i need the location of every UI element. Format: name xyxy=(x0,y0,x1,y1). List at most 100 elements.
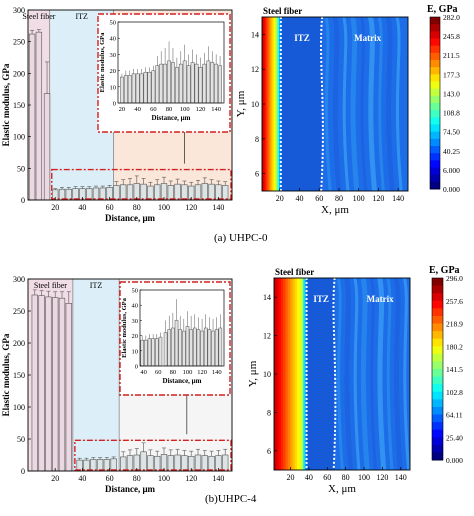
inset-x-tick-label: 100 xyxy=(183,369,193,376)
x-tick-label: 100 xyxy=(158,474,170,483)
transition-band xyxy=(275,17,278,191)
x-axis-label: Distance, μm xyxy=(105,484,156,494)
colorbar-tick-label: 0.000 xyxy=(446,456,463,465)
colorbar-tick-label: 211.5 xyxy=(443,51,460,60)
colorbar-segment xyxy=(430,174,440,183)
map-x-axis-label: X, μm xyxy=(321,204,349,216)
itz-label: ITZ xyxy=(313,294,329,304)
data-bar xyxy=(222,454,229,472)
inset-bar xyxy=(203,327,208,367)
colorbar-segment xyxy=(432,353,443,362)
data-bar xyxy=(52,297,59,472)
colorbar-segment xyxy=(430,110,440,118)
data-bar xyxy=(31,294,38,472)
y-tick-label: 250 xyxy=(13,38,25,47)
itz-field xyxy=(275,17,323,191)
inset-x-tick-label: 100 xyxy=(180,106,190,113)
x-tick-label: 140 xyxy=(212,474,224,483)
itz-label: ITZ xyxy=(294,33,310,43)
colorbar-segment xyxy=(430,103,440,111)
inset-bar xyxy=(147,338,152,367)
inset-bar xyxy=(151,338,155,367)
zone-background xyxy=(72,279,120,471)
x-tick-label: 80 xyxy=(133,474,141,483)
inset-bar xyxy=(131,73,136,104)
colorbar-segment xyxy=(430,95,440,104)
fiber-field xyxy=(276,278,280,470)
inset-bar xyxy=(140,339,144,367)
inset-x-tick-label: 140 xyxy=(211,106,221,113)
inset-bar xyxy=(171,327,175,367)
colorbar-segment xyxy=(432,414,443,423)
map-body xyxy=(262,17,408,191)
inset-bar xyxy=(198,67,203,104)
data-bar xyxy=(113,185,120,201)
fiber-field xyxy=(294,278,298,470)
colorbar-title: E, GPa xyxy=(427,4,458,15)
caption-uhpc-4: (b)UHPC-4 xyxy=(205,493,257,505)
inset-bar xyxy=(144,339,148,367)
map-x-tick-label: 20 xyxy=(276,194,284,203)
inset-bar xyxy=(218,327,223,367)
colorbar-tick-label: 245.8 xyxy=(443,32,460,41)
colorbar-frame xyxy=(429,16,441,190)
colorbar-segment xyxy=(432,308,443,317)
colorbar-tick-label: 64.11 xyxy=(446,411,463,420)
zone-label: ITZ xyxy=(90,281,103,290)
inset-bar xyxy=(127,75,132,104)
inset-x-tick-label: 40 xyxy=(134,106,141,113)
matrix-texture xyxy=(360,17,368,191)
inset-bar xyxy=(178,329,182,367)
colorbar-segment xyxy=(430,60,440,68)
inset-bar xyxy=(211,330,215,367)
colorbar-tick-label: 25.40 xyxy=(446,433,463,442)
data-bar xyxy=(167,185,174,201)
inset-bar xyxy=(123,75,128,104)
colorbar-tick-label: 282.0 xyxy=(443,13,460,22)
map-y-tick-label: 14 xyxy=(251,30,259,39)
itz-boundary xyxy=(320,16,324,192)
matrix-texture xyxy=(342,17,350,191)
data-bar xyxy=(92,187,100,201)
inset-bar xyxy=(196,329,201,367)
data-bar xyxy=(147,455,154,472)
inset-bar xyxy=(182,330,186,367)
y-tick-label: 50 xyxy=(17,164,25,173)
inset-bar xyxy=(135,73,140,104)
data-bar xyxy=(147,185,154,201)
data-bar xyxy=(140,183,147,201)
colorbar-tick-label: 296.0 xyxy=(446,274,463,283)
inset-bar xyxy=(206,60,211,104)
colorbar-segment xyxy=(430,131,440,140)
inset-y-tick-label: 40 xyxy=(132,303,139,310)
colorbar-segment xyxy=(430,153,440,161)
colorbar-tick-label: 257.6 xyxy=(446,297,463,306)
inset-bar xyxy=(214,329,219,367)
colorbar-segment xyxy=(432,285,443,294)
map-y-tick-label: 6 xyxy=(255,170,259,179)
inset-bar xyxy=(163,332,168,367)
colorbar-segment xyxy=(430,45,440,54)
inset-y-tick-label: 30 xyxy=(110,52,117,59)
colorbar-segment xyxy=(430,74,440,82)
data-bar xyxy=(181,184,188,201)
map-x-axis-label: X, μm xyxy=(328,483,356,495)
fiber-field xyxy=(299,278,303,470)
inset-x-tick-label: 40 xyxy=(140,369,147,376)
map-y-tick-label: 8 xyxy=(255,135,259,144)
fiber-field xyxy=(265,17,268,191)
colorbar-tick-label: 141.5 xyxy=(446,365,463,374)
data-bar xyxy=(86,188,93,201)
inset-bar xyxy=(200,330,204,367)
inset-axes-frame xyxy=(117,21,225,104)
data-bar xyxy=(65,303,72,472)
matrix-texture xyxy=(395,17,403,191)
colorbar-segment xyxy=(430,160,440,168)
inset-x-tick-label: 60 xyxy=(155,369,162,376)
x-tick-label: 140 xyxy=(212,203,224,212)
zone-label: ITZ xyxy=(76,12,89,21)
inset-x-axis-label: Distance, μm xyxy=(163,377,202,385)
colorbar-segment xyxy=(432,406,443,415)
map-x-tick-label: 60 xyxy=(315,194,323,203)
colorbar: 296.0 257.6 218.9 180.2 141.5 102.8 64.11 25.40… xyxy=(429,265,463,465)
